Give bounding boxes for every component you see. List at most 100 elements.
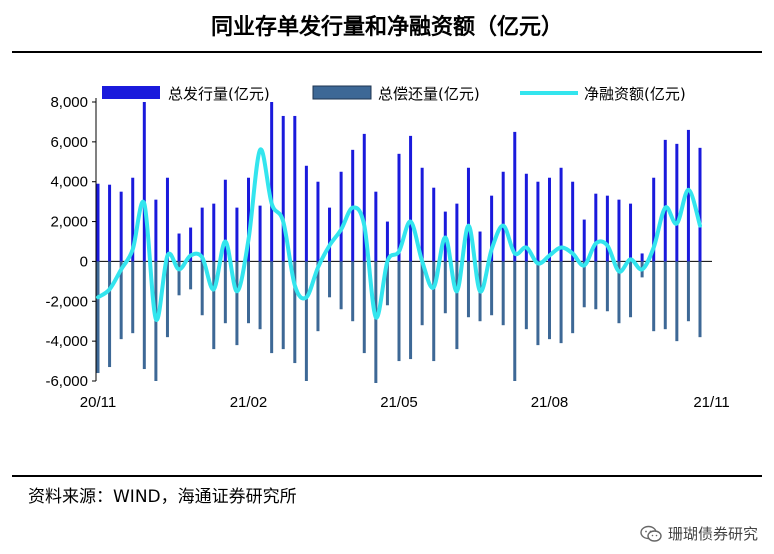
issuance-bar — [663, 139, 667, 262]
x-tick-label: 21/02 — [230, 394, 268, 411]
issuance-bar — [455, 203, 459, 262]
watermark: 珊瑚债券研究 — [640, 523, 758, 544]
repayment-bar — [374, 261, 378, 383]
repayment-bar — [501, 261, 505, 326]
issuance-bar — [524, 173, 528, 262]
repayment-bar — [652, 261, 656, 332]
issuance-bar — [698, 147, 702, 262]
issuance-bar — [119, 191, 123, 262]
repayment-bar — [328, 261, 332, 298]
repayment-bar — [293, 261, 297, 364]
y-tick-label: -6,000 — [45, 373, 88, 390]
axes: 8,000 6,000 4,000 2,000 0 -2,000 -4,000 -6,000 2… — [45, 94, 729, 411]
y-tick-label: 6,000 — [50, 134, 88, 151]
issuance-bar — [247, 177, 250, 262]
issuance-bar — [397, 153, 401, 262]
issuance-bar — [235, 207, 239, 262]
issuance-bar — [154, 199, 158, 262]
y-tick-label: 0 — [80, 253, 88, 270]
issuance-bar — [108, 184, 112, 262]
issuance-bar — [536, 181, 540, 262]
chart-title: 同业存单发行量和净融资额（亿元） — [210, 15, 563, 40]
legend-repayment-label: 总偿还量(亿元) — [378, 85, 480, 103]
issuance-bar — [686, 129, 690, 262]
issuance-bars — [96, 102, 702, 262]
issuance-bar — [212, 203, 216, 262]
issuance-bar — [328, 207, 332, 262]
repayment-bar — [108, 261, 112, 368]
issuance-bar — [501, 171, 505, 262]
legend-net-label: 净融资额(亿元) — [584, 85, 686, 103]
issuance-bar — [571, 181, 575, 262]
repayment-bar — [397, 261, 401, 362]
legend-issuance-swatch — [102, 86, 160, 99]
issuance-bar — [177, 233, 181, 262]
source-note: 资料来源：WIND，海通证券研究所 — [28, 487, 297, 507]
repayment-bar — [165, 261, 169, 338]
y-tick-label: -4,000 — [45, 333, 88, 350]
issuance-bar — [675, 143, 679, 262]
issuance-bar — [339, 171, 343, 262]
repayment-bar — [177, 261, 181, 296]
repayment-bar — [629, 261, 633, 318]
issuance-bar — [200, 207, 204, 262]
repayment-bar — [385, 261, 389, 306]
y-tick-label: 4,000 — [50, 174, 88, 191]
repayment-bar — [513, 261, 517, 381]
issuance-bar — [316, 181, 320, 262]
issuance-bar — [640, 253, 644, 262]
repayment-bar — [362, 261, 366, 354]
issuance-bar — [582, 219, 586, 262]
repayment-bars — [96, 261, 702, 383]
repayment-bar — [235, 261, 239, 346]
issuance-bar — [385, 221, 389, 262]
y-tick-label: 8,000 — [50, 94, 88, 111]
issuance-bar — [652, 177, 656, 262]
y-tick-label: 2,000 — [50, 214, 88, 231]
repayment-bar — [304, 261, 308, 381]
legend-issuance-label: 总发行量(亿元) — [168, 85, 270, 103]
repayment-bar — [339, 261, 343, 310]
repayment-bar — [686, 261, 690, 322]
watermark-text: 珊瑚债券研究 — [667, 525, 758, 543]
repayment-bar — [594, 261, 598, 310]
issuance-bar — [605, 195, 609, 262]
repayment-bar — [432, 261, 436, 362]
repayment-bar — [455, 261, 459, 350]
issuance-bar — [559, 167, 563, 262]
repayment-bar — [490, 261, 494, 316]
issuance-bar — [548, 177, 551, 262]
repayment-bar — [96, 261, 100, 374]
issuance-bar — [617, 199, 621, 262]
repayment-bar — [200, 261, 204, 316]
repayment-bar — [409, 261, 413, 360]
repayment-bar — [223, 261, 227, 324]
issuance-bar — [189, 227, 193, 262]
repayment-bar — [316, 261, 320, 332]
repayment-bar — [258, 261, 262, 330]
repayment-bar — [571, 261, 575, 334]
issuance-bar — [258, 205, 262, 262]
x-tick-label: 20/11 — [80, 394, 116, 411]
title-divider — [12, 51, 762, 53]
chart-area: 总发行量(亿元) 总偿还量(亿元) 净融资额(亿元) 8,000 6,000 4,0… — [45, 85, 729, 411]
repayment-bar — [524, 261, 528, 330]
x-tick-label: 21/11 — [693, 394, 729, 411]
issuance-bar — [420, 167, 424, 262]
net-financing-line — [96, 147, 702, 322]
repayment-bar — [698, 261, 702, 338]
repayment-bar — [247, 261, 250, 324]
repayment-bar — [559, 261, 563, 344]
footer-divider — [12, 475, 762, 477]
y-tick-label: -2,000 — [45, 293, 88, 310]
net-financing-line-group — [96, 147, 702, 322]
repayment-bar — [675, 261, 679, 342]
issuance-bar — [362, 133, 366, 262]
repayment-bar — [131, 261, 135, 334]
issuance-bar — [374, 191, 378, 262]
issuance-bar — [270, 102, 274, 262]
issuance-bar — [142, 102, 146, 262]
issuance-bar — [629, 203, 633, 262]
legend: 总发行量(亿元) 总偿还量(亿元) 净融资额(亿元) — [102, 85, 686, 103]
issuance-bar — [478, 231, 482, 262]
